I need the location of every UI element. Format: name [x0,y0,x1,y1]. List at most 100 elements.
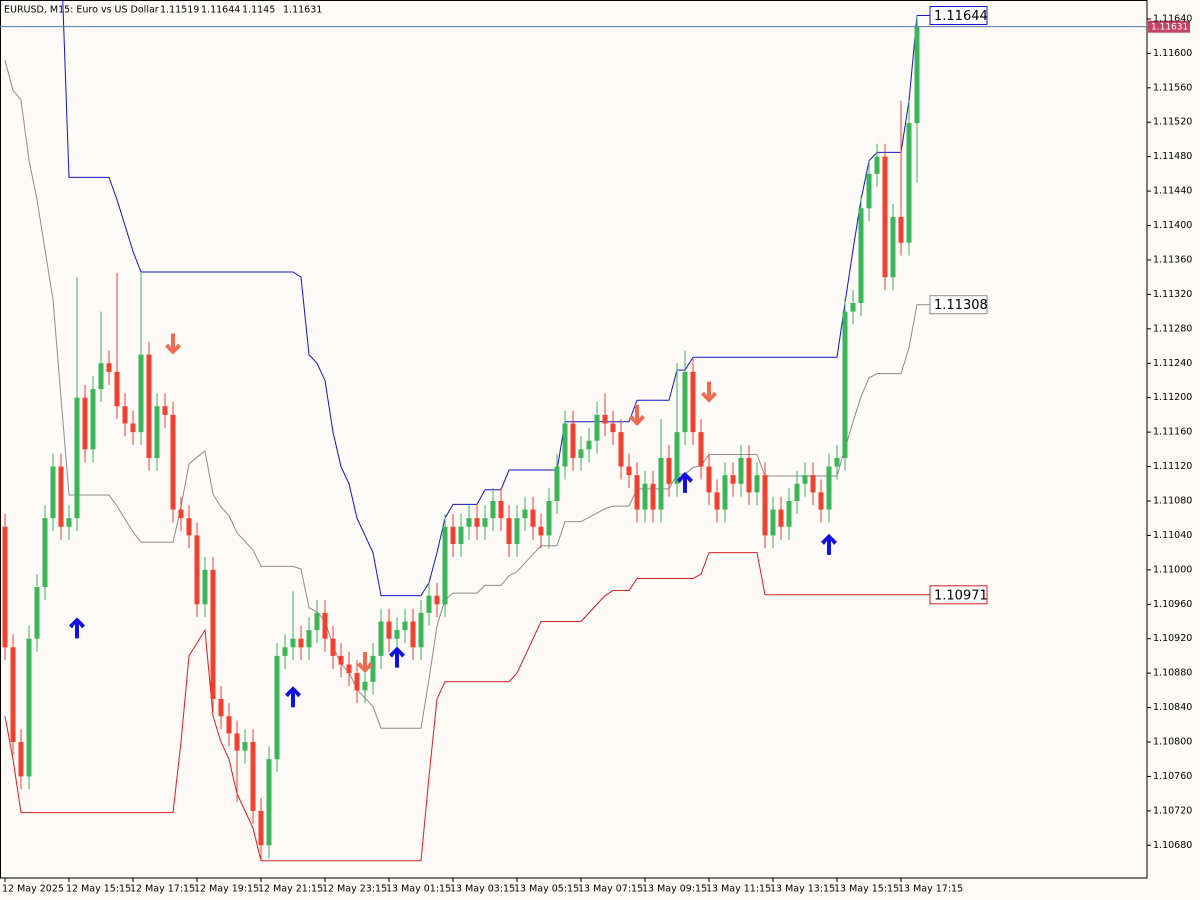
buy-arrow [69,617,85,639]
candle-body [858,208,864,303]
candle-body [322,612,328,639]
candle-body [314,612,320,631]
candle-body [714,492,720,510]
candle-body [754,475,760,493]
x-tick-label: 13 May 17:15 [898,884,963,895]
y-tick-label: 1.11520 [1153,117,1192,128]
candle-body [18,741,24,777]
candle-body [58,466,64,527]
candle-body [730,475,736,484]
y-tick-label: 1.10840 [1153,702,1192,713]
y-tick-label: 1.10680 [1153,840,1192,851]
candle-body [890,216,896,278]
y-tick-label: 1.11000 [1153,564,1192,575]
plot-area [0,0,1147,862]
candle-body [346,664,352,674]
candle-body [274,655,280,760]
candle-body [794,483,800,501]
x-tick-label: 13 May 13:15 [770,884,835,895]
x-tick-label: 13 May 11:15 [706,884,771,895]
candle-body [466,518,472,527]
candle-body [42,518,48,588]
y-tick-label: 1.11240 [1153,358,1192,369]
candle-body [682,371,688,433]
candle-body [282,647,288,656]
candle-body [562,423,568,467]
candle-body [698,432,704,467]
candle-body [330,638,336,656]
y-tick-label: 1.11320 [1153,289,1192,300]
candle-body [186,518,192,536]
candle-body [82,397,88,450]
y-tick-label: 1.11080 [1153,495,1192,506]
candle-body [610,423,616,433]
candle-body [2,526,8,648]
candle-body [50,466,56,519]
candle-body [490,500,496,519]
candle-body [578,449,584,458]
candle-body [202,569,208,605]
candle-body [66,518,72,527]
candle-body [666,457,672,484]
candle-body [554,466,560,501]
upper-band-label-box [929,5,988,25]
candle-body [290,638,296,648]
candle-body [306,630,312,648]
candle-body [738,457,744,484]
candle-body [778,509,784,527]
y-tick-label: 1.10760 [1153,771,1192,782]
y-tick-label: 1.11480 [1153,151,1192,162]
candle-body [162,406,168,415]
middle-band [4,60,930,729]
candle-body [386,621,392,639]
upper-band [62,0,930,597]
candle-body [458,526,464,545]
candle-body [746,457,752,493]
candle-body [26,638,32,777]
candle-body [114,371,120,407]
candle-body [402,621,408,631]
y-tick-label: 1.10960 [1153,599,1192,610]
overlay: 1.11644 1.11308 1.10971 1.11631 [929,5,1190,605]
y-tick-label: 1.11440 [1153,186,1192,197]
candle-body [146,354,152,458]
candle-body [10,647,16,742]
y-tick-label: 1.10800 [1153,736,1192,747]
header-close: 1.11631 [283,5,322,16]
x-tick-label: 12 May 23:15 [322,884,387,895]
y-tick-label: 1.11040 [1153,530,1192,541]
buy-arrow [389,646,405,668]
candle-body [98,363,104,390]
candle-body [842,311,848,458]
candle-body [194,535,200,605]
candle-body [154,406,160,458]
candle-body [338,655,344,665]
candle-body [130,423,136,433]
candle-body [122,406,128,424]
buy-arrow [677,471,693,493]
candle-body [258,810,264,846]
header-open: 1.11519 [160,5,199,16]
candle-body [586,440,592,450]
middle-band-label-box [929,295,988,315]
candle-body [786,500,792,527]
candle-body [298,638,304,648]
candle-body [474,518,480,527]
candle-body [570,423,576,458]
candle-body [226,716,232,734]
x-tick-label: 13 May 09:15 [642,884,707,895]
buy-arrow [285,686,301,708]
candle-body [690,371,696,433]
lower-band-label: 1.10971 [934,588,988,603]
candle-body [538,526,544,536]
candle-body [354,673,360,691]
sell-arrow [701,381,717,403]
y-tick-label: 1.11600 [1153,48,1192,59]
candle-body [370,655,376,682]
y-tick-label: 1.10920 [1153,633,1192,644]
y-tick-label: 1.11640 [1153,13,1192,24]
y-tick-label: 1.11160 [1153,427,1192,438]
y-tick-label: 1.11400 [1153,220,1192,231]
candle-body [770,509,776,536]
